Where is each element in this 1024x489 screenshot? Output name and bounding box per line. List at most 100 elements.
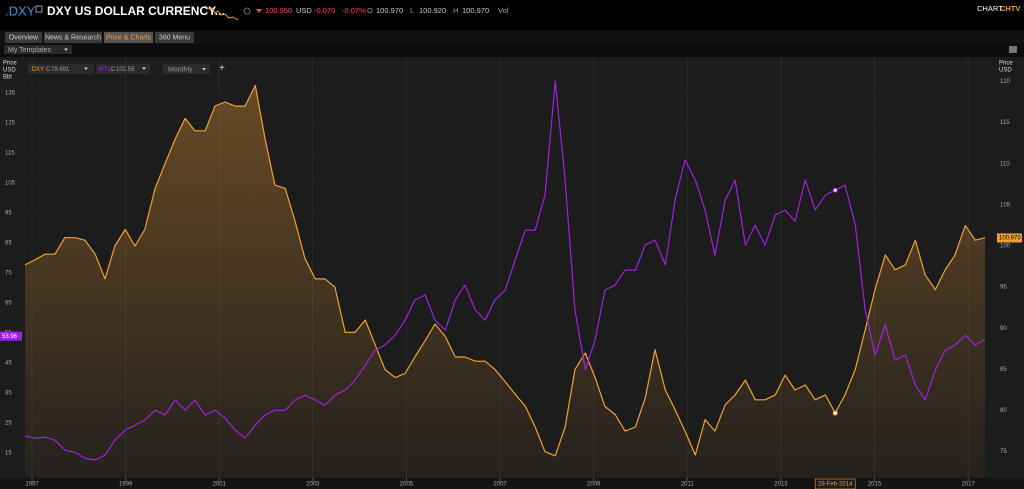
interval-dropdown[interactable] — [163, 64, 210, 74]
change: -0.070 — [314, 6, 335, 15]
templates-label[interactable]: My Templates — [8, 47, 52, 54]
last-value-label: 100.970 — [999, 236, 1021, 242]
tab-label[interactable]: 360 Menu — [159, 34, 190, 41]
y-axis-title: Price — [3, 61, 17, 67]
x-tick-label: 2001 — [213, 482, 227, 488]
dropdown-arrow — [64, 48, 68, 51]
tab[interactable] — [44, 32, 102, 43]
y2-tick-label: 100 — [1000, 244, 1011, 250]
crosshair-marker — [832, 410, 838, 416]
add-button[interactable]: + — [219, 63, 225, 74]
down-arrow — [256, 9, 262, 13]
x-tick-label: 2015 — [868, 482, 882, 488]
y2-tick-label: 80 — [1000, 408, 1007, 414]
y2-tick-label: 95 — [1000, 285, 1007, 291]
y2-tick-label: 75 — [1000, 449, 1007, 455]
last-value-label: 53.96 — [2, 334, 18, 340]
clock-icon — [243, 7, 251, 15]
copy-icon[interactable] — [35, 5, 43, 13]
volume-label: Vol — [498, 6, 509, 15]
legend-name[interactable]: .DXY — [30, 67, 44, 73]
dropdown-arrow — [202, 68, 206, 71]
y2-tick-label: 105 — [1000, 202, 1011, 208]
print-icon[interactable] — [1009, 46, 1017, 53]
legend-item[interactable] — [28, 64, 94, 74]
legend-close-label: C — [111, 67, 116, 73]
open: 100.970 — [376, 6, 403, 15]
tab[interactable] — [155, 32, 194, 43]
high-label: H — [453, 6, 458, 15]
y-axis-title: USD — [3, 68, 16, 74]
header-bar — [0, 0, 1024, 30]
y2-tick-label: 120 — [1000, 79, 1011, 85]
x-tick-label: 2011 — [681, 482, 695, 488]
instrument-name: DXY US DOLLAR CURRENCY... — [47, 4, 225, 18]
crosshair-date-box — [814, 478, 856, 489]
change-pct: -0.07% — [342, 6, 366, 15]
sparkline — [204, 5, 239, 21]
legend-item[interactable] — [96, 64, 150, 74]
x-tick-label: 2007 — [493, 482, 507, 488]
x-tick-label: 2005 — [400, 482, 414, 488]
legend-value: 102.58 — [116, 67, 135, 73]
y-tick-label: 135 — [5, 91, 16, 97]
y-tick-label: 25 — [5, 421, 12, 427]
tab[interactable] — [5, 32, 42, 43]
x-tick-label: 1999 — [119, 482, 133, 488]
x-tick-label: 2013 — [774, 482, 788, 488]
series-line — [24, 84, 986, 457]
y2-tick-label: 85 — [1000, 367, 1007, 373]
app-code[interactable]: CHTV — [1000, 4, 1020, 13]
y-tick-label: 125 — [5, 121, 16, 127]
tab-bar — [0, 30, 1024, 44]
y-tick-label: 45 — [5, 361, 12, 367]
open-label: O — [367, 6, 373, 15]
x-axis-band — [0, 478, 1024, 489]
series-area — [25, 85, 985, 478]
crosshair-date: 28-Feb-2014 — [818, 482, 853, 488]
interval[interactable]: Monthly — [168, 66, 193, 73]
x-tick-label: 2009 — [587, 482, 601, 488]
legend-name[interactable]: WTC- — [98, 67, 114, 73]
y2-axis-title: USD — [999, 68, 1012, 74]
y-tick-label: 105 — [5, 181, 16, 187]
legend-value: 79.691 — [51, 67, 70, 73]
toolbar — [0, 44, 1024, 57]
tab-active[interactable] — [104, 32, 153, 43]
app-label: CHART — [977, 4, 1003, 13]
x-tick-label: 2003 — [306, 482, 320, 488]
x-tick-label: 2017 — [961, 482, 975, 488]
low-label: L — [410, 6, 414, 15]
y2-tick-label: 90 — [1000, 326, 1007, 332]
tab-label[interactable]: Price & Charts — [106, 34, 152, 41]
y-tick-label: 15 — [5, 451, 12, 457]
last-value-tag — [997, 233, 1022, 243]
templates-dropdown[interactable] — [4, 45, 72, 54]
y-tick-label: 85 — [5, 241, 12, 247]
tab-label[interactable]: Overview — [9, 34, 39, 41]
legend-close-label: C — [46, 67, 51, 73]
legend-arrow — [84, 67, 88, 70]
currency: USD — [296, 6, 312, 15]
series-line — [24, 80, 986, 461]
symbol[interactable]: .DXY — [5, 3, 36, 18]
y-tick-label: 65 — [5, 301, 12, 307]
y2-tick-label: 115 — [1000, 120, 1010, 126]
crosshair-marker — [832, 187, 838, 193]
y-tick-label: 95 — [5, 211, 12, 217]
tab-label[interactable]: News & Research — [45, 34, 101, 41]
y-tick-label: 75 — [5, 271, 12, 277]
last-value-tag — [0, 331, 22, 341]
y-axis-title: Bbl — [3, 75, 12, 81]
y2-tick-label: 110 — [1000, 161, 1010, 167]
y-tick-label: 115 — [5, 151, 15, 157]
y2-axis-title: Price — [999, 61, 1013, 67]
high: 100.970 — [462, 6, 489, 15]
legend-arrow — [142, 67, 146, 70]
last-price: 100.950 — [265, 6, 292, 15]
x-tick-label: 1997 — [25, 482, 39, 488]
y-tick-label: 35 — [5, 391, 12, 397]
low: 100.920 — [419, 6, 446, 15]
